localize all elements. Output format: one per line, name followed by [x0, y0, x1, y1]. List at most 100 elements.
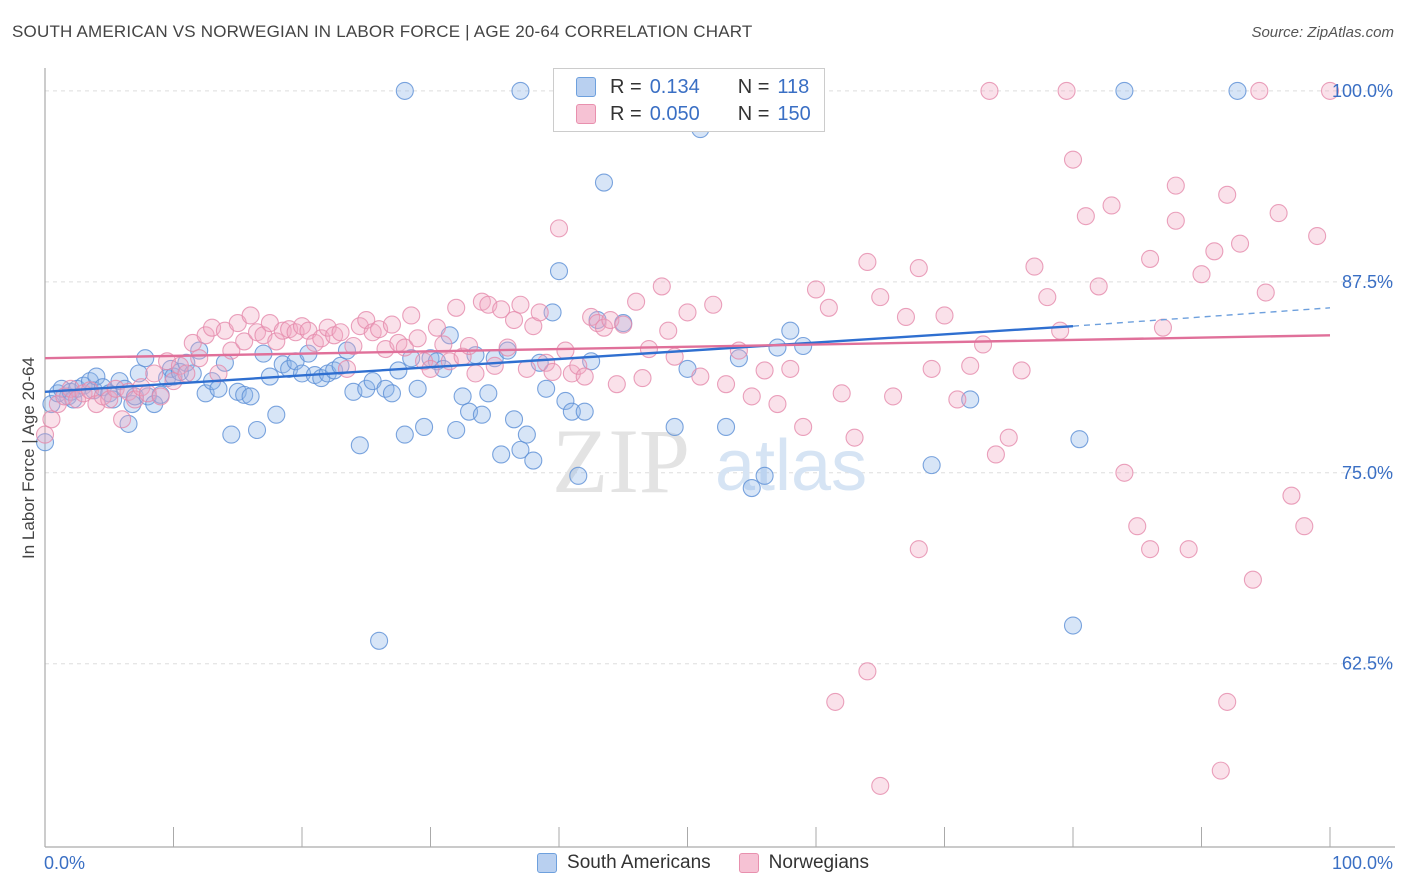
data-point	[1282, 486, 1301, 505]
x-tick-label-min: 0.0%	[44, 853, 85, 873]
data-point	[614, 315, 633, 334]
data-point	[935, 306, 954, 325]
data-point	[1243, 570, 1262, 589]
data-point	[575, 402, 594, 421]
data-point	[768, 394, 787, 414]
data-point	[1218, 692, 1237, 711]
trend-line-norwegians	[44, 334, 1331, 360]
data-point	[627, 292, 646, 311]
y-tick-labels: 62.5% 75.0% 87.5% 100.0%	[1332, 81, 1393, 674]
data-point	[129, 364, 148, 383]
grid-lines	[45, 90, 1395, 665]
data-point	[755, 361, 774, 380]
data-point	[267, 332, 286, 351]
data-point	[781, 321, 800, 340]
data-point	[177, 364, 196, 383]
data-point	[691, 367, 710, 386]
watermark: ZIP atlas	[552, 410, 867, 512]
data-point	[575, 367, 594, 386]
data-point	[235, 332, 254, 351]
legend-n-label: N =	[737, 75, 770, 98]
data-point	[884, 387, 903, 406]
data-point	[665, 417, 684, 437]
data-point	[421, 359, 440, 378]
data-point	[1063, 616, 1083, 635]
data-point	[524, 451, 543, 470]
data-point	[415, 352, 434, 371]
legend-item-south-americans: South Americans	[537, 852, 711, 874]
data-point	[607, 375, 626, 394]
data-point	[1141, 249, 1160, 268]
data-point	[659, 321, 678, 340]
data-point	[768, 338, 787, 357]
data-point	[511, 295, 530, 314]
data-point	[447, 420, 466, 440]
data-point	[1070, 430, 1089, 449]
trend-line-south-americans	[44, 324, 1074, 394]
data-point	[729, 349, 748, 368]
data-point	[511, 81, 530, 100]
data-point	[235, 385, 254, 404]
data-point	[247, 420, 267, 440]
data-point	[652, 277, 671, 296]
y-tick-label: 62.5%	[1342, 654, 1393, 674]
data-point	[922, 359, 941, 378]
chart-title: SOUTH AMERICAN VS NORWEGIAN IN LABOR FOR…	[12, 22, 753, 41]
data-point	[1218, 185, 1237, 204]
data-point	[871, 288, 890, 307]
data-point	[1115, 81, 1134, 100]
data-point	[716, 417, 736, 437]
data-point	[517, 359, 536, 378]
data-point	[1089, 277, 1108, 296]
data-point	[1320, 81, 1340, 100]
data-point	[190, 349, 209, 368]
data-point	[986, 445, 1005, 464]
data-point	[151, 387, 170, 406]
data-point	[376, 379, 395, 398]
data-point	[395, 81, 414, 100]
legend-item-norwegians: Norwegians	[738, 852, 869, 874]
data-point	[415, 417, 434, 437]
data-point	[1166, 211, 1185, 230]
data-point	[594, 318, 614, 337]
data-point	[485, 356, 504, 375]
data-point	[1102, 196, 1121, 215]
y-tick-label: 87.5%	[1342, 272, 1393, 292]
y-tick-label: 100.0%	[1332, 81, 1393, 101]
data-point	[408, 329, 427, 348]
legend-label-south-americans: South Americans	[567, 852, 711, 873]
data-point	[961, 356, 980, 375]
data-point	[858, 252, 877, 272]
data-point	[1269, 204, 1288, 223]
data-point	[209, 364, 228, 383]
y-tick-label: 75.0%	[1342, 463, 1393, 483]
data-point	[241, 306, 260, 325]
data-point	[222, 425, 241, 444]
data-point	[382, 384, 402, 403]
data-point	[716, 375, 736, 394]
data-point	[136, 349, 155, 368]
data-point	[492, 445, 511, 464]
data-point	[794, 417, 813, 437]
legend-r-label: R =	[610, 102, 642, 125]
legend-n-value: 150	[777, 102, 811, 125]
data-point	[427, 318, 446, 337]
data-point	[1211, 761, 1230, 780]
data-point	[806, 280, 826, 299]
legend-swatch-norwegians	[576, 104, 596, 124]
data-point	[639, 340, 659, 359]
data-point	[1038, 288, 1057, 307]
data-point	[948, 390, 967, 409]
data-point	[781, 359, 800, 378]
legend-swatch-south-americans	[576, 77, 596, 97]
data-point	[556, 341, 575, 360]
data-point	[292, 317, 312, 336]
data-point	[832, 384, 851, 403]
data-point	[537, 379, 556, 398]
data-point	[504, 310, 524, 330]
data-point	[742, 478, 761, 498]
legend-swatch-south-americans	[537, 853, 558, 873]
data-point	[472, 405, 491, 424]
data-point	[492, 300, 511, 319]
